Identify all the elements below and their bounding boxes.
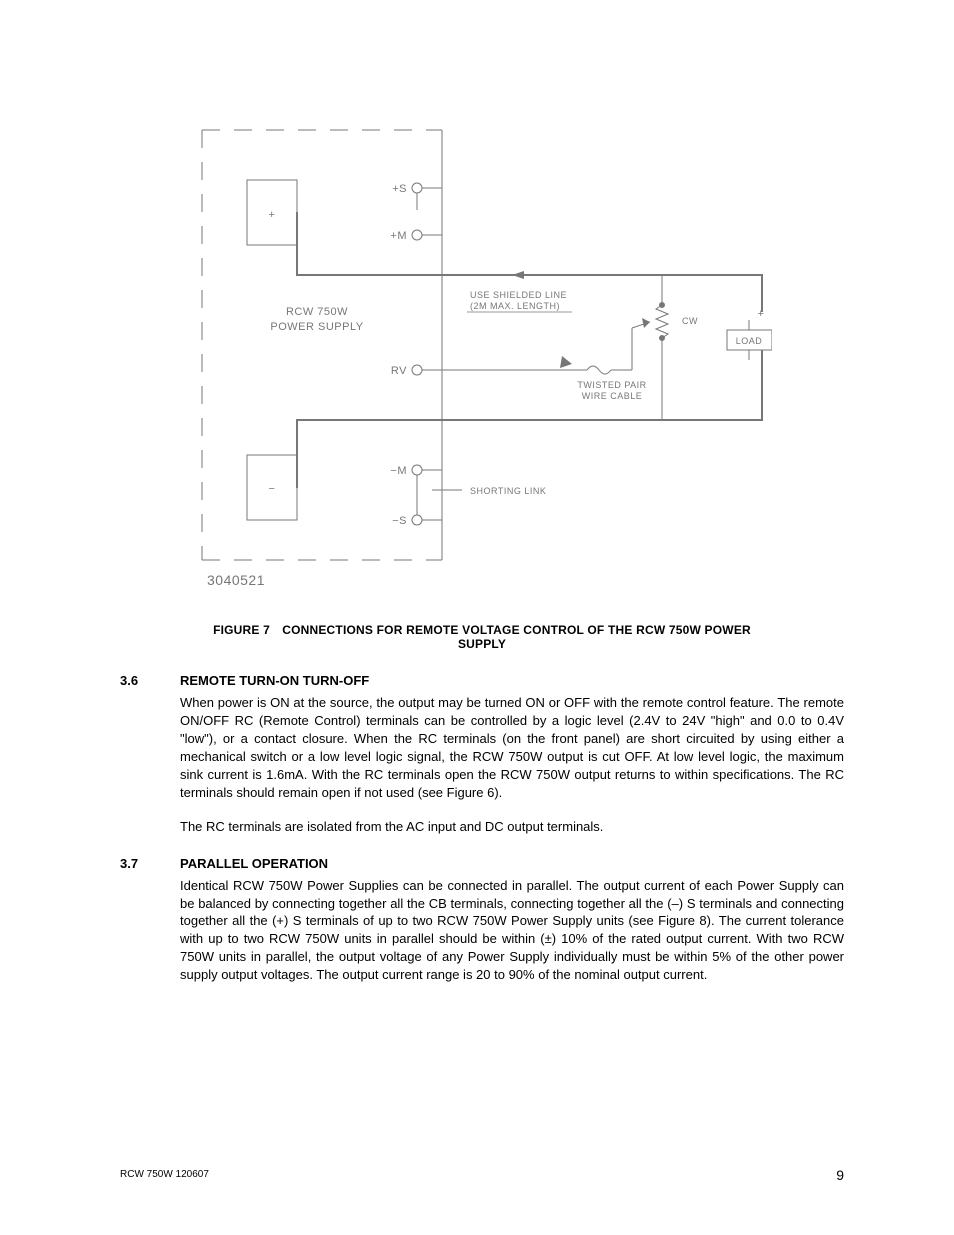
minus-box-label: − — [269, 483, 276, 495]
shorting-link-label: SHORTING LINK — [470, 486, 546, 496]
section-3-7: 3.7 PARALLEL OPERATION Identical RCW 750… — [120, 856, 844, 985]
paragraph: Identical RCW 750W Power Supplies can be… — [180, 877, 844, 985]
shield-note-1: USE SHIELDED LINE — [470, 290, 567, 300]
paragraph: When power is ON at the source, the outp… — [180, 694, 844, 802]
section-number: 3.6 — [120, 673, 180, 688]
twisted-note-2: WIRE CABLE — [582, 391, 643, 401]
cw-label: CW — [682, 316, 698, 326]
document-page: + − RCW 750W POWER SUPPLY +S +M RV −M −S — [0, 0, 954, 1235]
section-number: 3.7 — [120, 856, 180, 871]
paragraph: The RC terminals are isolated from the A… — [180, 818, 844, 836]
figure-caption: FIGURE 7 CONNECTIONS FOR REMOTE VOLTAGE … — [192, 623, 772, 651]
load-plus: + — [758, 308, 765, 320]
section-title: PARALLEL OPERATION — [180, 856, 328, 871]
term-rv: RV — [391, 365, 407, 377]
term-minus-s: −S — [392, 515, 407, 527]
shield-note-2: (2M MAX. LENGTH) — [470, 301, 560, 311]
load-label: LOAD — [736, 336, 763, 346]
figure-7: + − RCW 750W POWER SUPPLY +S +M RV −M −S — [192, 120, 772, 651]
section-title: REMOTE TURN-ON TURN-OFF — [180, 673, 369, 688]
footer-doc-id: RCW 750W 120607 — [120, 1169, 209, 1180]
twisted-note-1: TWISTED PAIR — [577, 380, 646, 390]
figure-number-code: 3040521 — [207, 572, 265, 588]
footer-page-num: 9 — [836, 1167, 844, 1183]
term-plus-s: +S — [392, 183, 407, 195]
device-label-1: RCW 750W — [286, 306, 348, 318]
figure-7-svg: + − RCW 750W POWER SUPPLY +S +M RV −M −S — [192, 120, 772, 590]
section-3-6: 3.6 REMOTE TURN-ON TURN-OFF When power i… — [120, 673, 844, 836]
plus-box-label: + — [269, 209, 276, 221]
term-minus-m: −M — [390, 465, 407, 477]
device-label-2: POWER SUPPLY — [270, 321, 363, 333]
term-plus-m: +M — [390, 230, 407, 242]
